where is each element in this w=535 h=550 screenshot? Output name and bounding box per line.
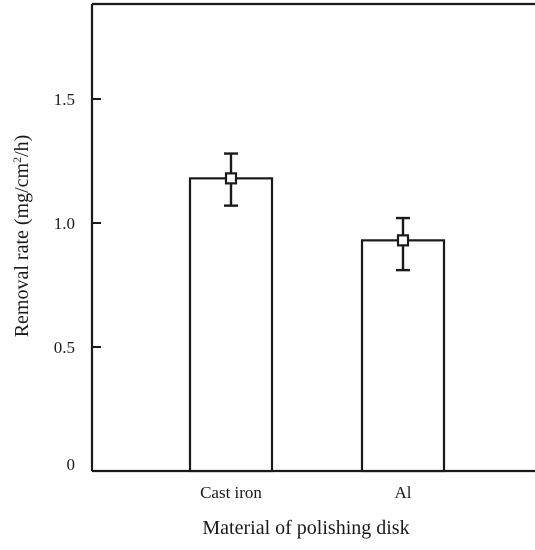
y-axis-title-tail: /h) bbox=[11, 135, 33, 157]
y-tick-label: 0 bbox=[67, 455, 76, 474]
axes bbox=[90, 2, 535, 473]
y-axis-title-main: Removal rate (mg/cm bbox=[11, 162, 33, 337]
y-axis-title: Removal rate (mg/cm2/h) bbox=[10, 135, 33, 338]
bar bbox=[188, 177, 274, 473]
y-tick-label: 0.5 bbox=[54, 338, 75, 357]
y-tick-label: 1.0 bbox=[54, 214, 75, 233]
y-axis-title-sup: 2 bbox=[10, 157, 24, 163]
x-axis-title: Material of polishing disk bbox=[202, 517, 409, 539]
bars bbox=[188, 152, 446, 473]
category-labels: Cast iron Al bbox=[200, 483, 412, 502]
y-ticks: 0 0.5 1.0 1.5 bbox=[54, 90, 101, 474]
x-category-label: Al bbox=[395, 483, 412, 502]
mean-marker bbox=[396, 234, 410, 247]
bar bbox=[360, 239, 446, 473]
mean-marker bbox=[224, 172, 238, 185]
y-tick-label: 1.5 bbox=[54, 90, 75, 109]
x-category-label: Cast iron bbox=[200, 483, 262, 502]
